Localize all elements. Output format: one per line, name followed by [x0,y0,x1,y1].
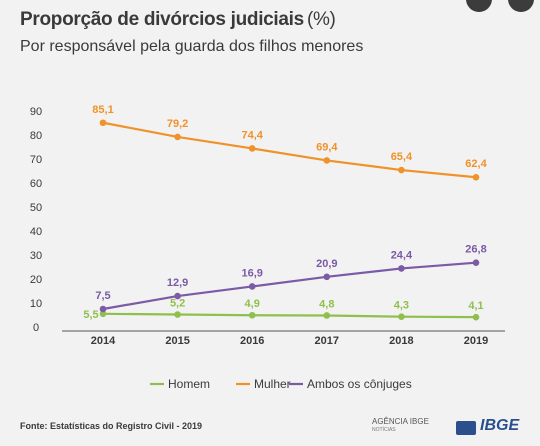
data-label: 24,4 [391,249,413,261]
data-point [99,310,107,318]
ibge-logo: IBGE [480,417,520,434]
data-label: 4,1 [468,300,483,312]
data-point [472,259,480,266]
y-tick-label: 20 [30,274,42,286]
series-line-mulher [102,121,477,179]
data-point [99,305,107,313]
agencia-ibge-text: AGÊNCIA IBGE [372,417,429,426]
data-label: 12,9 [167,277,188,289]
data-point [472,313,480,321]
legend-label: Homem [168,377,210,391]
x-tick-label: 2017 [315,335,339,347]
data-label: 5,5 [83,309,98,321]
y-tick-label: 0 [33,322,39,334]
data-point [99,119,107,127]
x-tick-label: 2018 [389,335,413,347]
data-label: 65,4 [391,151,413,163]
y-tick-label: 90 [30,106,42,118]
y-tick-label: 30 [30,250,42,262]
data-label: 4,9 [245,298,260,310]
data-label: 16,9 [241,267,262,279]
source-note: Fonte: Estatísticas do Registro Civil - … [20,421,203,431]
data-label: 5,2 [170,298,185,310]
data-point [323,273,331,281]
y-tick-label: 60 [30,178,42,190]
data-label: 69,4 [316,141,338,153]
y-tick-label: 40 [30,226,42,238]
corner-decoration [466,0,492,12]
series-line-homem [102,312,477,319]
data-point [248,283,256,290]
data-label: 4,8 [319,298,334,310]
data-point [174,133,181,141]
data-point [323,312,331,319]
y-tick-label: 50 [30,202,42,214]
y-tick-label: 80 [30,130,42,142]
data-label: 79,2 [167,118,188,130]
data-label: 85,1 [92,104,113,116]
legend-label: Mulher [254,377,291,391]
ibge-logo-icon [456,421,476,435]
data-point [323,157,331,164]
x-tick-label: 2014 [91,335,116,347]
data-label: 62,4 [465,158,487,170]
x-tick-label: 2019 [464,335,488,347]
data-label: 7,5 [95,290,110,302]
data-label: 74,4 [241,129,263,141]
x-tick-label: 2016 [240,335,264,347]
legend-label: Ambos os cônjuges [307,377,412,391]
x-tick-label: 2015 [165,335,189,347]
data-point [248,145,256,152]
data-point [398,166,405,174]
series-line-ambos-os-cônjuges [102,261,477,311]
data-label: 4,3 [394,300,409,312]
chart-subtitle: Por responsável pela guarda dos filhos m… [20,38,364,55]
agencia-ibge-sub: NOTÍCIAS [372,427,396,433]
data-point [398,313,405,320]
data-point [472,173,480,181]
y-tick-label: 10 [30,298,42,310]
y-tick-label: 70 [30,154,42,166]
agencia-ibge-logo: AGÊNCIA IBGE NOTÍCIAS [372,418,429,434]
data-point [248,311,256,319]
data-point [174,292,181,300]
corner-decoration [508,0,534,12]
data-label: 26,8 [465,244,486,256]
chart-title-unit: (%) [306,9,336,30]
chart-title: Proporção de divórcios judiciais (%) [20,9,336,31]
data-point [174,311,181,318]
data-label: 20,9 [316,258,337,270]
data-point [398,265,405,272]
chart-title-text: Proporção de divórcios judiciais [20,9,304,30]
